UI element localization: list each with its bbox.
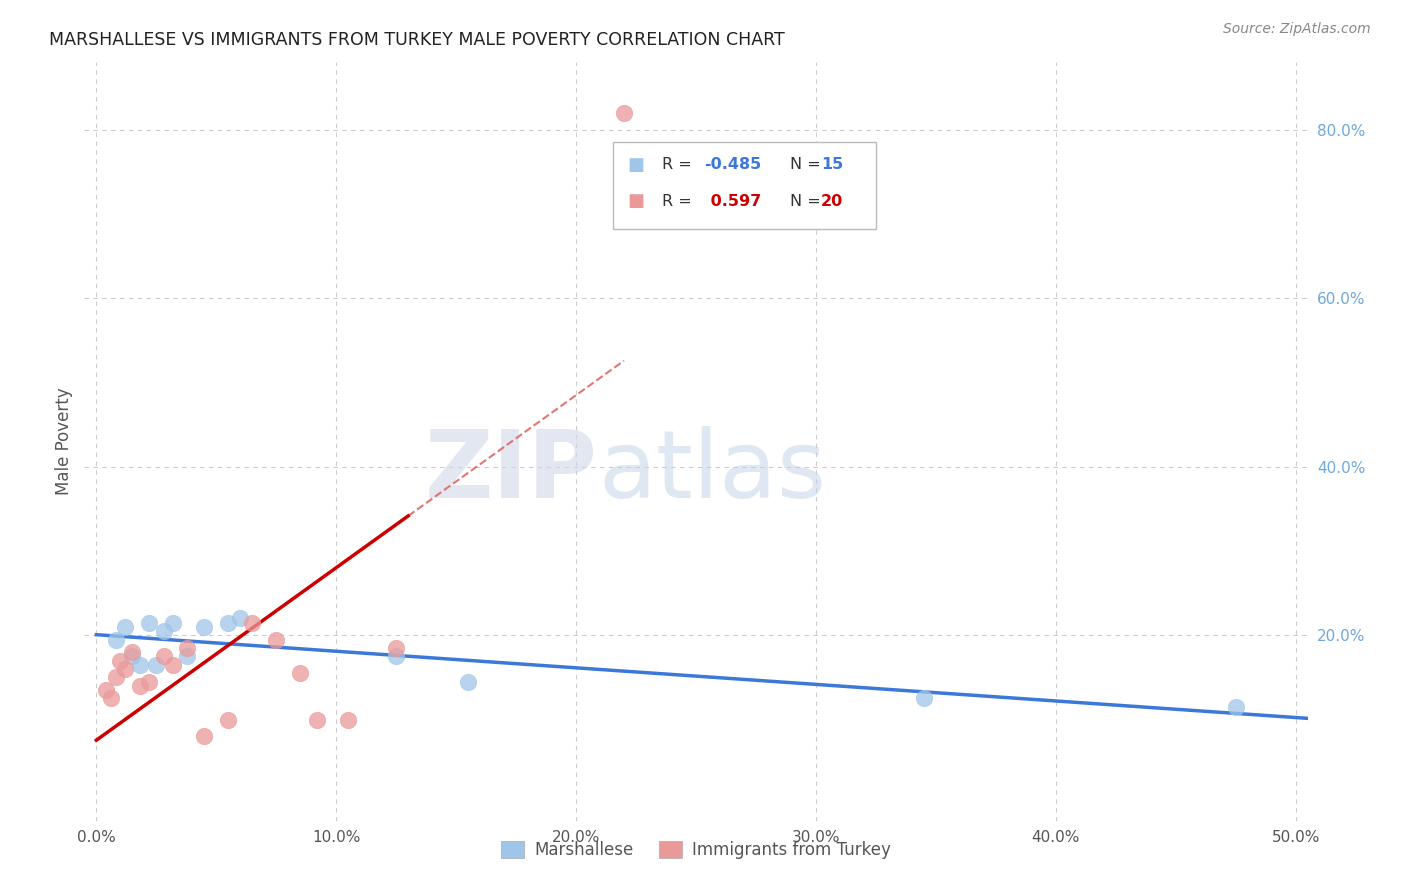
Point [128, 657, 150, 672]
Text: N =: N = [790, 157, 821, 172]
Point [613, 106, 636, 120]
Text: MARSHALLESE VS IMMIGRANTS FROM TURKEY MALE POVERTY CORRELATION CHART: MARSHALLESE VS IMMIGRANTS FROM TURKEY MA… [49, 31, 785, 49]
Point [152, 624, 174, 639]
Text: 20: 20 [821, 194, 844, 209]
Point [162, 615, 184, 630]
Point [337, 713, 360, 727]
Text: ■: ■ [627, 192, 644, 211]
Point [121, 649, 143, 664]
Text: Source: ZipAtlas.com: Source: ZipAtlas.com [1223, 22, 1371, 37]
Point [229, 611, 252, 625]
Text: ■: ■ [627, 156, 644, 174]
Point [1225, 699, 1247, 714]
Point [145, 657, 167, 672]
Point [240, 615, 263, 630]
Point [385, 640, 408, 655]
Point [457, 674, 479, 689]
Point [94, 683, 117, 698]
Y-axis label: Male Poverty: Male Poverty [55, 388, 73, 495]
Point [290, 666, 312, 681]
Point [912, 691, 935, 706]
FancyBboxPatch shape [613, 142, 876, 229]
Point [138, 674, 160, 689]
Point [114, 620, 136, 634]
Point [152, 649, 174, 664]
Text: -0.485: -0.485 [704, 157, 762, 172]
Text: 15: 15 [821, 157, 844, 172]
Point [193, 730, 215, 744]
Point [104, 632, 127, 647]
Point [104, 670, 127, 684]
Text: N =: N = [790, 194, 821, 209]
Point [121, 645, 143, 659]
Point [176, 640, 198, 655]
Point [217, 615, 239, 630]
Text: ZIP: ZIP [425, 425, 598, 518]
Point [305, 713, 328, 727]
Text: atlas: atlas [598, 425, 827, 518]
Point [100, 691, 122, 706]
Point [138, 615, 160, 630]
Text: R =: R = [662, 157, 692, 172]
Point [176, 649, 198, 664]
Text: R =: R = [662, 194, 692, 209]
Point [264, 632, 287, 647]
Text: 0.597: 0.597 [704, 194, 761, 209]
Point [114, 662, 136, 676]
Point [128, 679, 150, 693]
Point [217, 713, 239, 727]
Point [162, 657, 184, 672]
Point [385, 649, 408, 664]
Legend: Marshallese, Immigrants from Turkey: Marshallese, Immigrants from Turkey [495, 834, 897, 865]
Point [193, 620, 215, 634]
Point [110, 654, 132, 668]
